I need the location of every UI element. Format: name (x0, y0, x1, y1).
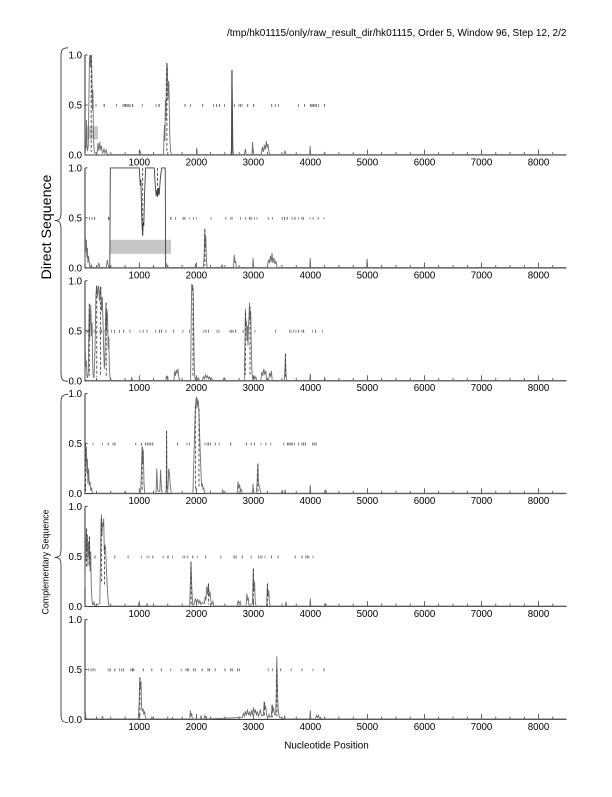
svg-text:5000: 5000 (357, 270, 379, 281)
svg-text:0.0: 0.0 (69, 151, 83, 162)
svg-text:6000: 6000 (414, 496, 436, 507)
svg-text:0.5: 0.5 (69, 326, 82, 337)
svg-text:6000: 6000 (414, 270, 436, 281)
svg-text:0.0: 0.0 (69, 715, 83, 726)
svg-text:1.0: 1.0 (69, 389, 83, 400)
svg-text:Nucleotide Position: Nucleotide Position (284, 741, 369, 752)
svg-text:4000: 4000 (300, 270, 322, 281)
svg-text:Direct Sequence: Direct Sequence (39, 174, 55, 279)
svg-text:7000: 7000 (471, 496, 493, 507)
svg-text:6000: 6000 (414, 609, 436, 620)
svg-text:4000: 4000 (300, 157, 322, 168)
svg-text:8000: 8000 (528, 496, 550, 507)
svg-text:7000: 7000 (471, 157, 493, 168)
svg-text:7000: 7000 (471, 609, 493, 620)
svg-text:3000: 3000 (243, 383, 265, 394)
svg-text:8000: 8000 (528, 722, 550, 733)
svg-text:8000: 8000 (528, 609, 550, 620)
svg-text:/tmp/hk01115/only/raw_result_d: /tmp/hk01115/only/raw_result_dir/hk01115… (227, 28, 567, 39)
svg-text:0.0: 0.0 (69, 263, 83, 274)
svg-text:1000: 1000 (129, 383, 151, 394)
svg-text:0.0: 0.0 (69, 376, 83, 387)
svg-text:7000: 7000 (471, 270, 493, 281)
svg-text:0.5: 0.5 (69, 101, 82, 112)
svg-text:3000: 3000 (243, 609, 265, 620)
svg-text:8000: 8000 (528, 270, 550, 281)
svg-text:1000: 1000 (129, 722, 151, 733)
svg-text:4000: 4000 (300, 609, 322, 620)
svg-text:7000: 7000 (471, 383, 493, 394)
svg-text:4000: 4000 (300, 496, 322, 507)
svg-text:1.0: 1.0 (69, 163, 83, 174)
svg-text:2000: 2000 (186, 609, 208, 620)
svg-text:3000: 3000 (243, 722, 265, 733)
svg-text:5000: 5000 (357, 157, 379, 168)
svg-text:1000: 1000 (129, 270, 151, 281)
svg-text:4000: 4000 (300, 383, 322, 394)
svg-text:1.0: 1.0 (69, 502, 83, 513)
svg-text:0.0: 0.0 (69, 489, 83, 500)
svg-text:2000: 2000 (186, 157, 208, 168)
svg-text:0.0: 0.0 (69, 602, 83, 613)
svg-text:0.5: 0.5 (69, 213, 82, 224)
svg-text:8000: 8000 (528, 157, 550, 168)
svg-text:1000: 1000 (129, 609, 151, 620)
svg-text:5000: 5000 (357, 383, 379, 394)
svg-text:3000: 3000 (243, 270, 265, 281)
svg-text:1000: 1000 (129, 157, 151, 168)
svg-text:1.0: 1.0 (69, 276, 83, 287)
svg-text:2000: 2000 (186, 270, 208, 281)
svg-text:5000: 5000 (357, 609, 379, 620)
svg-text:2000: 2000 (186, 496, 208, 507)
svg-text:0.5: 0.5 (69, 552, 82, 563)
svg-text:7000: 7000 (471, 722, 493, 733)
svg-text:1000: 1000 (129, 496, 151, 507)
svg-text:2000: 2000 (186, 383, 208, 394)
svg-text:2000: 2000 (186, 722, 208, 733)
svg-text:5000: 5000 (357, 496, 379, 507)
svg-text:6000: 6000 (414, 383, 436, 394)
svg-text:4000: 4000 (300, 722, 322, 733)
svg-text:3000: 3000 (243, 157, 265, 168)
svg-text:0.5: 0.5 (69, 439, 82, 450)
svg-text:3000: 3000 (243, 496, 265, 507)
svg-text:8000: 8000 (528, 383, 550, 394)
svg-text:0.5: 0.5 (69, 665, 82, 676)
svg-text:6000: 6000 (414, 722, 436, 733)
svg-text:6000: 6000 (414, 157, 436, 168)
svg-text:Complementary Sequence: Complementary Sequence (41, 509, 51, 614)
svg-text:1.0: 1.0 (69, 51, 83, 62)
svg-text:5000: 5000 (357, 722, 379, 733)
svg-text:1.0: 1.0 (69, 615, 83, 626)
